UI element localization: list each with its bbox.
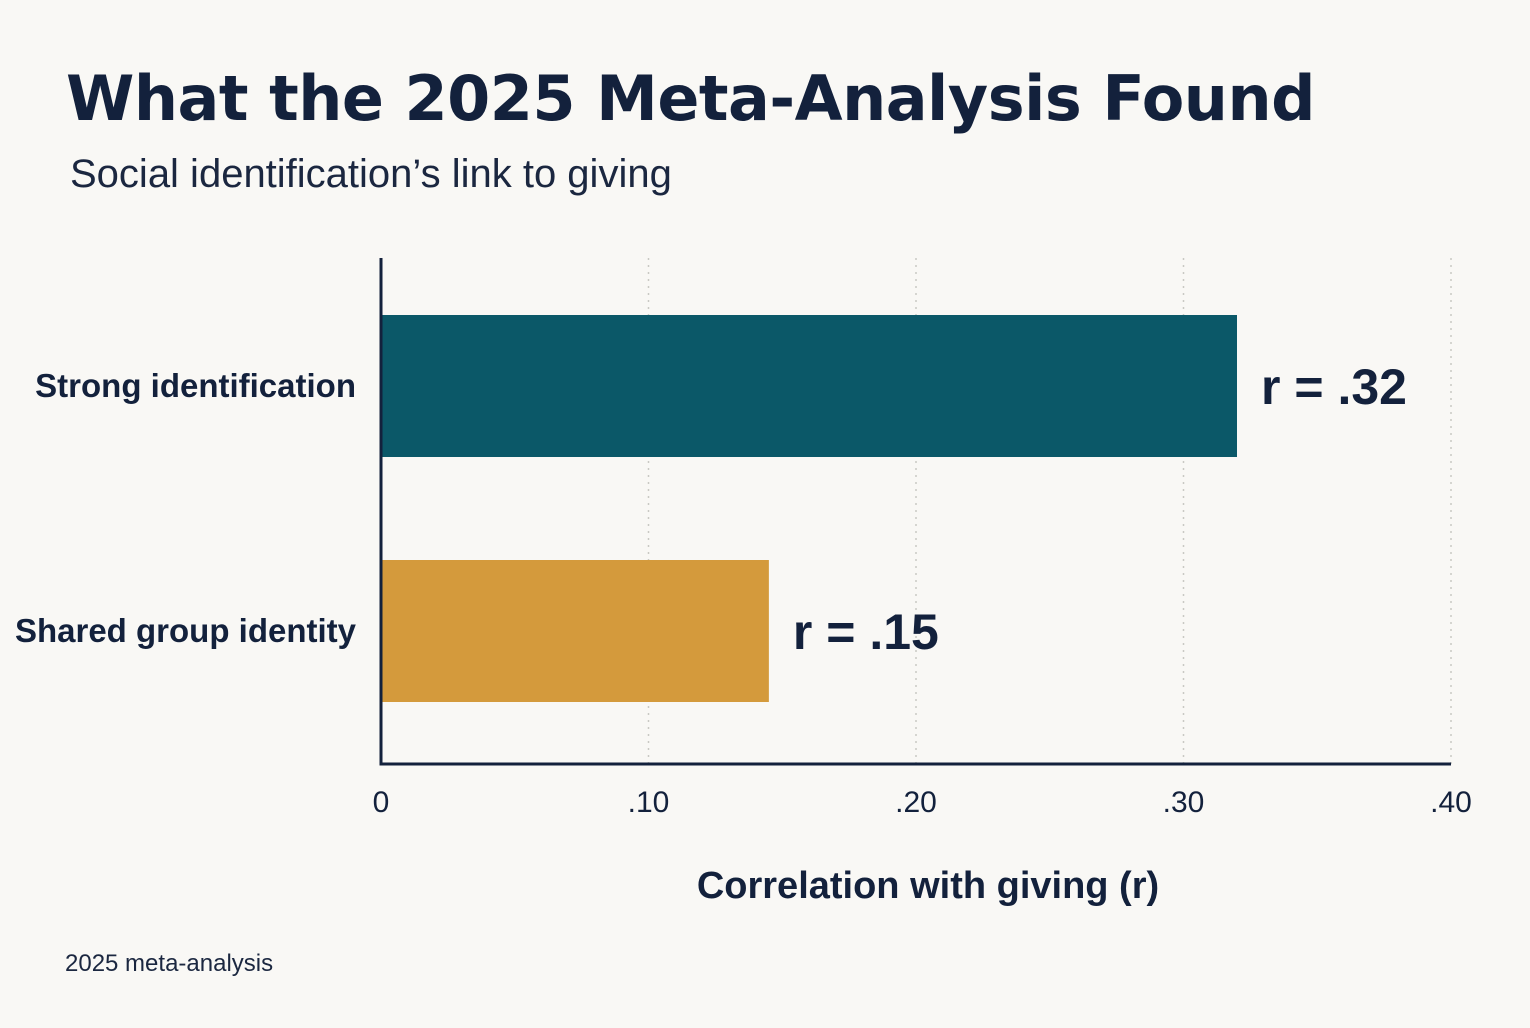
value-label-1: r = .32 [1261, 359, 1407, 415]
chart-title: What the 2025 Meta-Analysis Found [66, 62, 1315, 135]
source-footnote: 2025 meta-analysis [65, 950, 274, 977]
category-label-2: Shared group identity [15, 612, 357, 649]
x-tick-label-0: 0 [373, 786, 390, 819]
x-axis-title: Correlation with giving (r) [697, 865, 1159, 907]
x-tick-label-2: .20 [895, 786, 937, 819]
chart-subtitle: Social identification’s link to giving [70, 152, 672, 196]
value-label-2: r = .15 [793, 604, 939, 660]
category-label-1: Strong identification [35, 367, 356, 404]
x-tick-label-1: .10 [628, 786, 670, 819]
x-tick-label-3: .30 [1163, 786, 1205, 819]
bar-2 [381, 560, 769, 702]
x-tick-label-4: .40 [1430, 786, 1472, 819]
bar-1 [381, 315, 1237, 457]
